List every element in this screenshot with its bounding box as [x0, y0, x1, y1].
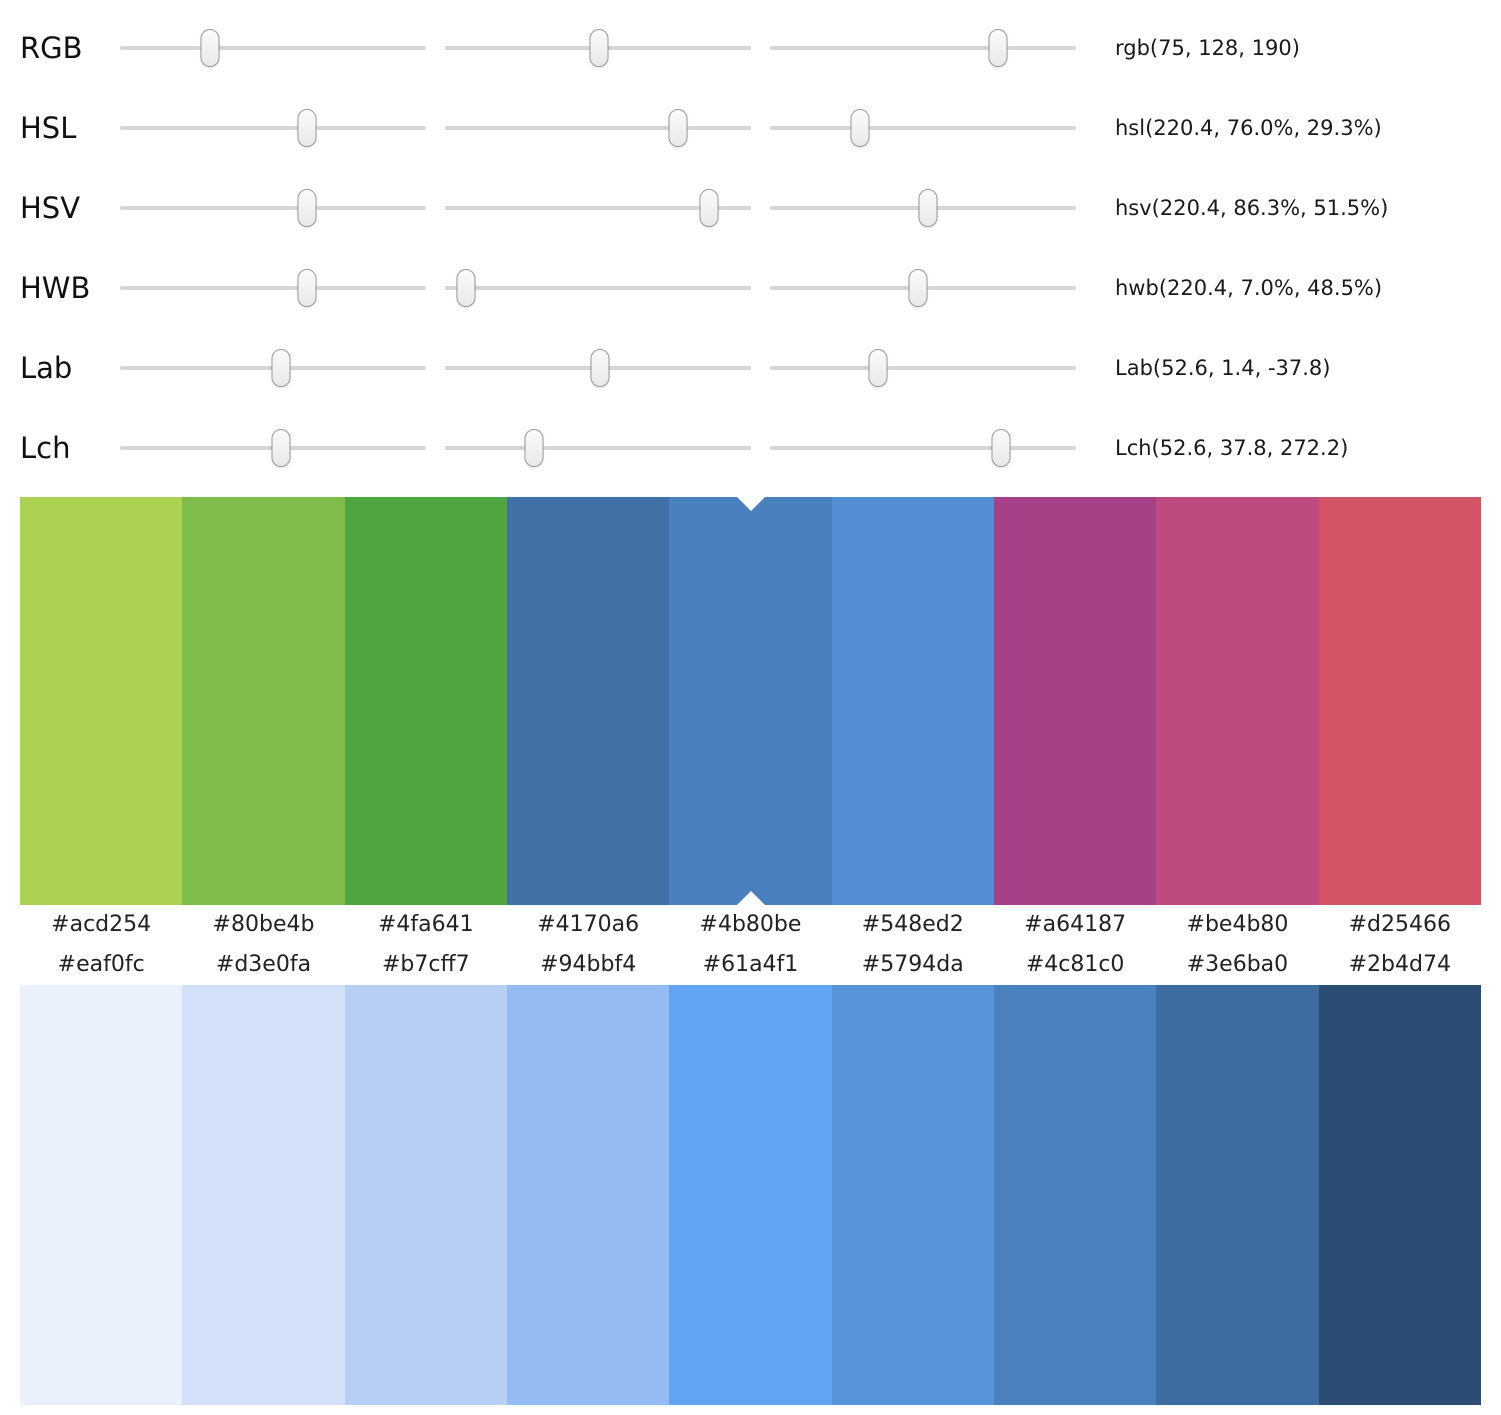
swatch[interactable] — [993, 985, 1157, 1405]
slider-thumb[interactable] — [699, 189, 719, 227]
lch-slider-c[interactable] — [445, 429, 751, 467]
hex-label: #4170a6 — [537, 912, 640, 937]
swatch[interactable] — [1156, 497, 1319, 905]
hwb-slider-b[interactable] — [770, 269, 1076, 307]
slider-thumb[interactable] — [991, 429, 1011, 467]
lab-label: Lab — [20, 351, 73, 385]
slider-thumb[interactable] — [456, 269, 476, 307]
lab-slider-a[interactable] — [445, 349, 751, 387]
rgb-label: RGB — [20, 31, 83, 65]
hex-label: #a64187 — [1024, 912, 1127, 937]
swatch[interactable] — [344, 497, 507, 905]
hsv-label: HSV — [20, 191, 81, 225]
lch-label: Lch — [20, 431, 71, 465]
palette-bottom — [20, 985, 1481, 1405]
hex-label: #2b4d74 — [1348, 952, 1451, 977]
hex-label: #acd254 — [51, 912, 152, 937]
slider-thumb[interactable] — [868, 349, 888, 387]
slider-row-rgb: RGB rgb(75, 128, 190) — [0, 8, 1501, 88]
hex-label: #be4b80 — [1186, 912, 1289, 937]
hsv-slider-s[interactable] — [445, 189, 751, 227]
hex-label: #d25466 — [1348, 912, 1451, 937]
slider-thumb[interactable] — [908, 269, 928, 307]
hex-label: #4c81c0 — [1025, 952, 1125, 977]
lch-value: Lch(52.6, 37.8, 272.2) — [1115, 436, 1349, 460]
slider-row-lab: Lab Lab(52.6, 1.4, -37.8) — [0, 328, 1501, 408]
hwb-value: hwb(220.4, 7.0%, 48.5%) — [1115, 276, 1383, 300]
palette-top — [20, 497, 1481, 905]
slider-thumb[interactable] — [297, 109, 317, 147]
swatch[interactable] — [344, 985, 507, 1405]
hsl-slider-h[interactable] — [120, 109, 426, 147]
slider-row-hsv: HSV hsv(220.4, 86.3%, 51.5%) — [0, 168, 1501, 248]
slider-thumb[interactable] — [297, 189, 317, 227]
rgb-slider-b[interactable] — [770, 29, 1076, 67]
hex-label: #d3e0fa — [215, 952, 312, 977]
swatch[interactable] — [1318, 985, 1481, 1405]
lab-slider-l[interactable] — [120, 349, 426, 387]
slider-thumb[interactable] — [524, 429, 544, 467]
slider-panel: RGB rgb(75, 128, 190) HSL hsl(220.4, 76.… — [0, 0, 1501, 488]
rgb-value: rgb(75, 128, 190) — [1115, 36, 1300, 60]
swatch[interactable] — [831, 985, 994, 1405]
rgb-slider-g[interactable] — [445, 29, 751, 67]
swatch[interactable] — [506, 497, 670, 905]
slider-thumb[interactable] — [918, 189, 938, 227]
hsl-slider-s[interactable] — [445, 109, 751, 147]
swatch[interactable] — [20, 497, 183, 905]
swatch[interactable] — [20, 985, 183, 1405]
hex-label: #94bbf4 — [540, 952, 637, 977]
hex-label: #548ed2 — [861, 912, 964, 937]
hwb-label: HWB — [20, 271, 91, 305]
hsl-value: hsl(220.4, 76.0%, 29.3%) — [1115, 116, 1382, 140]
hex-label: #4b80be — [699, 912, 802, 937]
slider-thumb[interactable] — [271, 349, 291, 387]
swatch[interactable] — [993, 497, 1157, 905]
slider-thumb[interactable] — [200, 29, 220, 67]
slider-thumb[interactable] — [297, 269, 317, 307]
swatch-selected[interactable] — [669, 497, 832, 905]
lch-slider-h[interactable] — [770, 429, 1076, 467]
hex-labels-top: #acd254 #80be4b #4fa641 #4170a6 #4b80be … — [20, 905, 1481, 945]
hex-label: #b7cff7 — [381, 952, 470, 977]
hex-label: #4fa641 — [377, 912, 474, 937]
slider-thumb[interactable] — [271, 429, 291, 467]
swatch[interactable] — [831, 497, 994, 905]
lab-value: Lab(52.6, 1.4, -37.8) — [1115, 356, 1331, 380]
slider-thumb[interactable] — [850, 109, 870, 147]
rgb-slider-r[interactable] — [120, 29, 426, 67]
hex-label: #eaf0fc — [57, 952, 145, 977]
hex-label: #3e6ba0 — [1186, 952, 1289, 977]
swatch[interactable] — [1318, 497, 1481, 905]
swatch[interactable] — [669, 985, 832, 1405]
hex-label: #5794da — [861, 952, 964, 977]
slider-row-lch: Lch Lch(52.6, 37.8, 272.2) — [0, 408, 1501, 488]
slider-thumb[interactable] — [988, 29, 1008, 67]
hex-labels-bottom: #eaf0fc #d3e0fa #b7cff7 #94bbf4 #61a4f1 … — [20, 945, 1481, 985]
slider-row-hwb: HWB hwb(220.4, 7.0%, 48.5%) — [0, 248, 1501, 328]
hex-label: #80be4b — [212, 912, 315, 937]
swatch[interactable] — [182, 985, 345, 1405]
swatch[interactable] — [506, 985, 670, 1405]
hex-label: #61a4f1 — [702, 952, 799, 977]
hwb-slider-h[interactable] — [120, 269, 426, 307]
lab-slider-b[interactable] — [770, 349, 1076, 387]
hsv-slider-v[interactable] — [770, 189, 1076, 227]
slider-thumb[interactable] — [590, 349, 610, 387]
swatch[interactable] — [182, 497, 345, 905]
hsv-value: hsv(220.4, 86.3%, 51.5%) — [1115, 196, 1389, 220]
slider-thumb[interactable] — [668, 109, 688, 147]
hsv-slider-h[interactable] — [120, 189, 426, 227]
lch-slider-l[interactable] — [120, 429, 426, 467]
hsl-slider-l[interactable] — [770, 109, 1076, 147]
hsl-label: HSL — [20, 111, 77, 145]
slider-row-hsl: HSL hsl(220.4, 76.0%, 29.3%) — [0, 88, 1501, 168]
slider-thumb[interactable] — [589, 29, 609, 67]
swatch[interactable] — [1156, 985, 1319, 1405]
hwb-slider-w[interactable] — [445, 269, 751, 307]
